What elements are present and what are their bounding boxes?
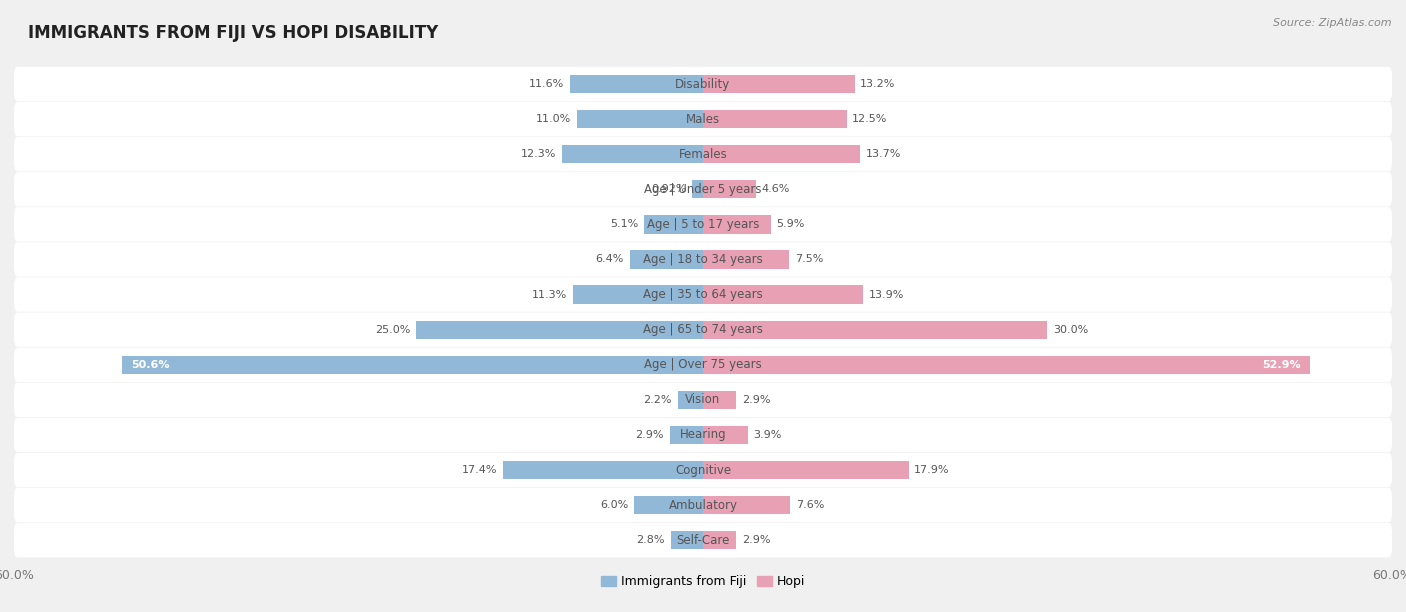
Text: Age | 18 to 34 years: Age | 18 to 34 years [643, 253, 763, 266]
Bar [703, 531, 737, 550]
Text: 52.9%: 52.9% [1263, 360, 1301, 370]
Bar [669, 426, 703, 444]
FancyBboxPatch shape [14, 488, 1392, 522]
Bar [692, 180, 703, 198]
Text: 13.2%: 13.2% [860, 79, 896, 89]
Bar [703, 461, 908, 479]
Bar [703, 390, 737, 409]
Text: Ambulatory: Ambulatory [668, 499, 738, 512]
FancyBboxPatch shape [14, 313, 1392, 347]
Text: 5.1%: 5.1% [610, 219, 638, 230]
Bar [416, 321, 703, 339]
Text: 7.5%: 7.5% [794, 255, 824, 264]
Text: 17.4%: 17.4% [463, 465, 498, 475]
Bar [703, 321, 1047, 339]
Bar [703, 285, 863, 304]
Bar [122, 356, 703, 374]
Bar [703, 75, 855, 93]
Text: 4.6%: 4.6% [762, 184, 790, 194]
Bar [576, 110, 703, 129]
Text: 25.0%: 25.0% [375, 325, 411, 335]
FancyBboxPatch shape [14, 453, 1392, 487]
FancyBboxPatch shape [14, 172, 1392, 206]
Text: 12.3%: 12.3% [520, 149, 555, 159]
Text: 11.0%: 11.0% [536, 114, 571, 124]
Legend: Immigrants from Fiji, Hopi: Immigrants from Fiji, Hopi [598, 572, 808, 592]
FancyBboxPatch shape [14, 382, 1392, 417]
Bar [703, 215, 770, 234]
Text: 30.0%: 30.0% [1053, 325, 1088, 335]
Bar [703, 356, 1310, 374]
Bar [703, 110, 846, 129]
Bar [630, 250, 703, 269]
Text: 13.7%: 13.7% [866, 149, 901, 159]
FancyBboxPatch shape [14, 348, 1392, 382]
Text: Source: ZipAtlas.com: Source: ZipAtlas.com [1274, 18, 1392, 28]
Text: 13.9%: 13.9% [869, 289, 904, 299]
Bar [574, 285, 703, 304]
Text: IMMIGRANTS FROM FIJI VS HOPI DISABILITY: IMMIGRANTS FROM FIJI VS HOPI DISABILITY [28, 24, 439, 42]
Text: 11.3%: 11.3% [533, 289, 568, 299]
FancyBboxPatch shape [14, 207, 1392, 242]
FancyBboxPatch shape [14, 242, 1392, 277]
Bar [671, 531, 703, 550]
Bar [703, 180, 756, 198]
Bar [703, 496, 790, 514]
Text: Vision: Vision [685, 394, 721, 406]
FancyBboxPatch shape [14, 137, 1392, 171]
Text: 50.6%: 50.6% [131, 360, 170, 370]
Text: 6.0%: 6.0% [600, 500, 628, 510]
Bar [634, 496, 703, 514]
Bar [703, 426, 748, 444]
Bar [678, 390, 703, 409]
Text: 12.5%: 12.5% [852, 114, 887, 124]
Text: 2.2%: 2.2% [644, 395, 672, 405]
FancyBboxPatch shape [14, 277, 1392, 312]
Text: Age | Under 5 years: Age | Under 5 years [644, 183, 762, 196]
Text: Hearing: Hearing [679, 428, 727, 441]
Text: 6.4%: 6.4% [595, 255, 624, 264]
Text: Cognitive: Cognitive [675, 463, 731, 477]
FancyBboxPatch shape [14, 67, 1392, 101]
Text: 7.6%: 7.6% [796, 500, 824, 510]
Text: Age | 65 to 74 years: Age | 65 to 74 years [643, 323, 763, 336]
FancyBboxPatch shape [14, 523, 1392, 558]
Text: Males: Males [686, 113, 720, 125]
Text: 17.9%: 17.9% [914, 465, 950, 475]
FancyBboxPatch shape [14, 102, 1392, 136]
Text: 11.6%: 11.6% [529, 79, 564, 89]
Text: Age | 35 to 64 years: Age | 35 to 64 years [643, 288, 763, 301]
Bar [562, 145, 703, 163]
Text: Females: Females [679, 147, 727, 161]
Bar [703, 145, 860, 163]
Text: 2.9%: 2.9% [742, 536, 770, 545]
Text: 0.92%: 0.92% [651, 184, 686, 194]
Bar [569, 75, 703, 93]
Bar [644, 215, 703, 234]
Text: 2.9%: 2.9% [742, 395, 770, 405]
Text: Self-Care: Self-Care [676, 534, 730, 547]
Text: 5.9%: 5.9% [776, 219, 804, 230]
Bar [703, 250, 789, 269]
Text: Age | Over 75 years: Age | Over 75 years [644, 358, 762, 371]
Text: Age | 5 to 17 years: Age | 5 to 17 years [647, 218, 759, 231]
Text: 2.8%: 2.8% [637, 536, 665, 545]
Text: 2.9%: 2.9% [636, 430, 664, 440]
Text: 3.9%: 3.9% [754, 430, 782, 440]
FancyBboxPatch shape [14, 418, 1392, 452]
Text: Disability: Disability [675, 78, 731, 91]
Bar [503, 461, 703, 479]
